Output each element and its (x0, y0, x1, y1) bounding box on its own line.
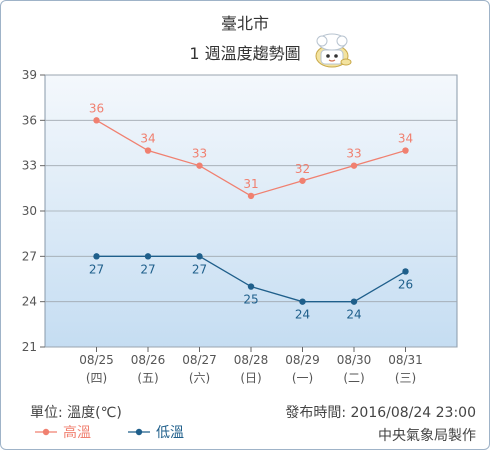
x-tick-sublabel: (五) (137, 371, 158, 385)
data-point (299, 298, 306, 305)
x-tick-label: 08/31 (388, 353, 423, 367)
legend-label: 高溫 (63, 424, 91, 441)
unit-label: 單位: 溫度(℃) (30, 405, 122, 421)
y-tick-label: 33 (22, 159, 37, 173)
y-tick-label: 30 (22, 204, 37, 218)
data-point (299, 177, 306, 184)
x-tick-label: 08/29 (285, 353, 320, 367)
data-label: 33 (346, 147, 361, 161)
x-tick-label: 08/26 (131, 353, 166, 367)
legend-marker (42, 428, 50, 436)
data-label: 27 (140, 262, 155, 276)
y-tick-label: 21 (22, 340, 37, 354)
x-tick-label: 08/27 (182, 353, 217, 367)
data-point (196, 253, 203, 260)
y-tick-label: 36 (22, 113, 37, 127)
legend-label: 低溫 (156, 425, 184, 441)
x-tick-label: 08/28 (234, 353, 269, 367)
x-tick-sublabel: (四) (86, 371, 107, 385)
data-label: 33 (192, 147, 207, 161)
x-tick-sublabel: (日) (240, 371, 261, 385)
data-label: 34 (140, 132, 155, 146)
data-point (93, 253, 100, 260)
data-point (247, 192, 255, 200)
x-tick-sublabel: (二) (343, 371, 364, 385)
x-tick-sublabel: (一) (292, 371, 313, 385)
y-tick-label: 39 (22, 68, 37, 82)
data-label: 25 (243, 293, 258, 307)
agency-label: 中央氣象局製作 (378, 428, 476, 444)
data-point (144, 147, 152, 154)
data-label: 34 (398, 132, 413, 146)
x-tick-sublabel: (六) (189, 371, 210, 385)
data-point (144, 253, 152, 260)
data-label: 31 (243, 177, 258, 191)
chart-subtitle: 1 週溫度趨勢圖 (189, 44, 301, 63)
legend-marker (135, 428, 143, 436)
x-tick-label: 08/25 (79, 353, 114, 367)
data-label: 36 (89, 101, 104, 115)
data-point (196, 162, 203, 169)
data-point (350, 162, 358, 169)
data-point (247, 283, 255, 290)
data-label: 24 (346, 308, 361, 322)
data-point (93, 117, 100, 124)
y-tick-label: 24 (22, 295, 37, 309)
data-label: 27 (89, 262, 104, 276)
data-point (402, 268, 409, 275)
data-point (402, 147, 409, 154)
issued-time-label: 發布時間: 2016/08/24 23:00 (285, 405, 476, 421)
mascot-cloud-icon (315, 33, 352, 68)
x-tick-sublabel: (三) (395, 371, 416, 385)
data-label: 26 (398, 277, 413, 291)
city-title: 臺北市 (220, 14, 269, 33)
data-label: 32 (295, 162, 310, 176)
x-tick-label: 08/30 (337, 353, 372, 367)
data-point (350, 298, 358, 305)
data-label: 27 (192, 262, 207, 276)
y-tick-label: 27 (22, 249, 37, 263)
data-label: 24 (295, 308, 310, 322)
